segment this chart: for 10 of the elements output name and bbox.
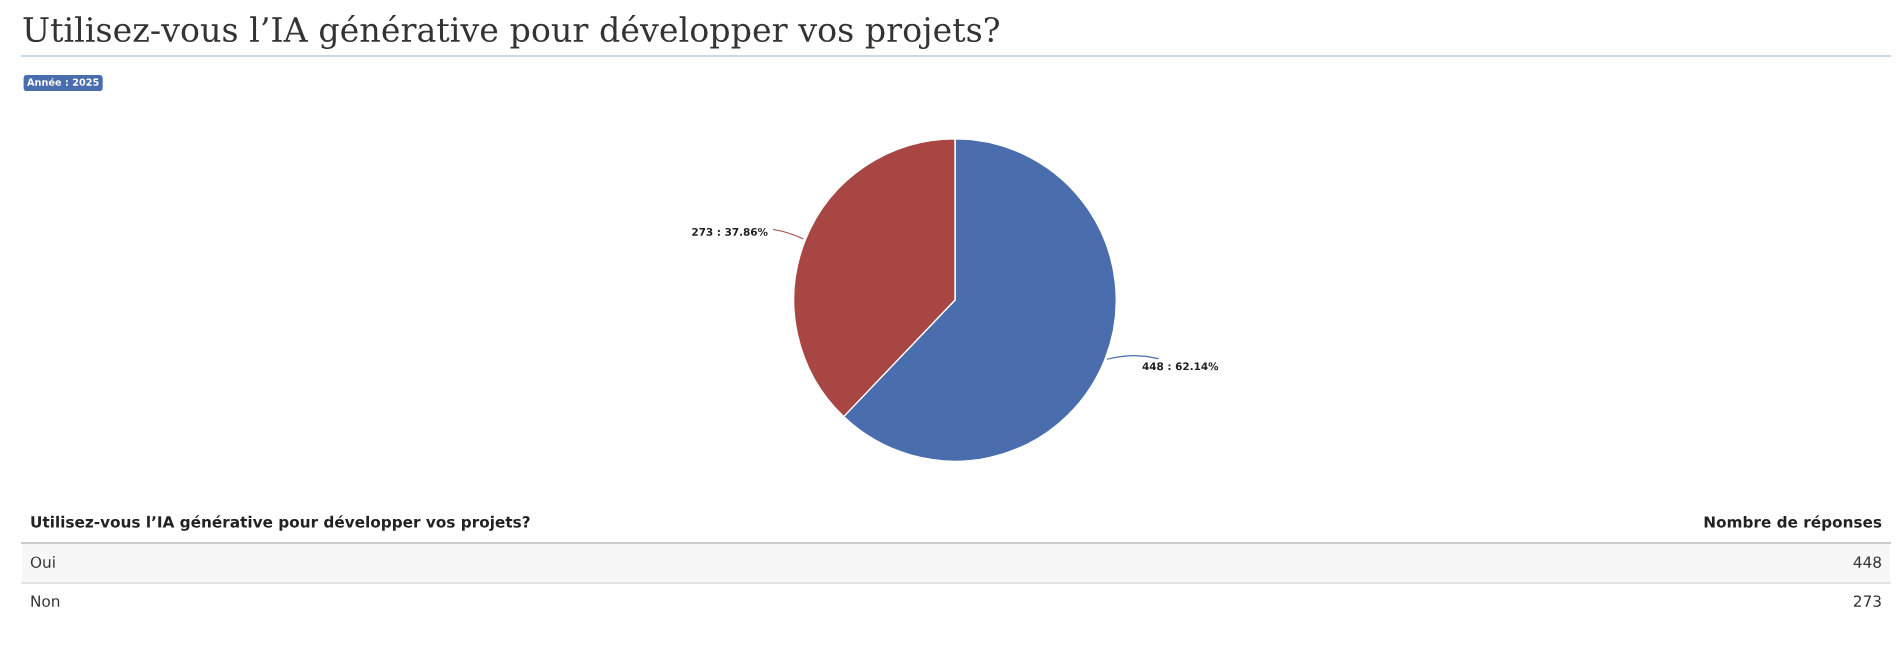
- text: Utilisez-vous l’IA générative pour développer vos projets?: [31, 515, 530, 531]
- text: 273: [1853, 595, 1881, 607]
- text: Nombre de réponses: [1704, 515, 1882, 531]
- data-label: 448 : 62.14%: [1142, 362, 1219, 371]
- text: Non: [31, 595, 60, 607]
- text: Oui: [30, 556, 55, 568]
- text: Année : 2025: [27, 77, 99, 86]
- text: 448: [1853, 556, 1881, 568]
- chart-title: Utilisez-vous l’IA générative pour développer vos projets?: [23, 14, 1000, 50]
- data-label: 273 : 37.86%: [692, 227, 768, 236]
